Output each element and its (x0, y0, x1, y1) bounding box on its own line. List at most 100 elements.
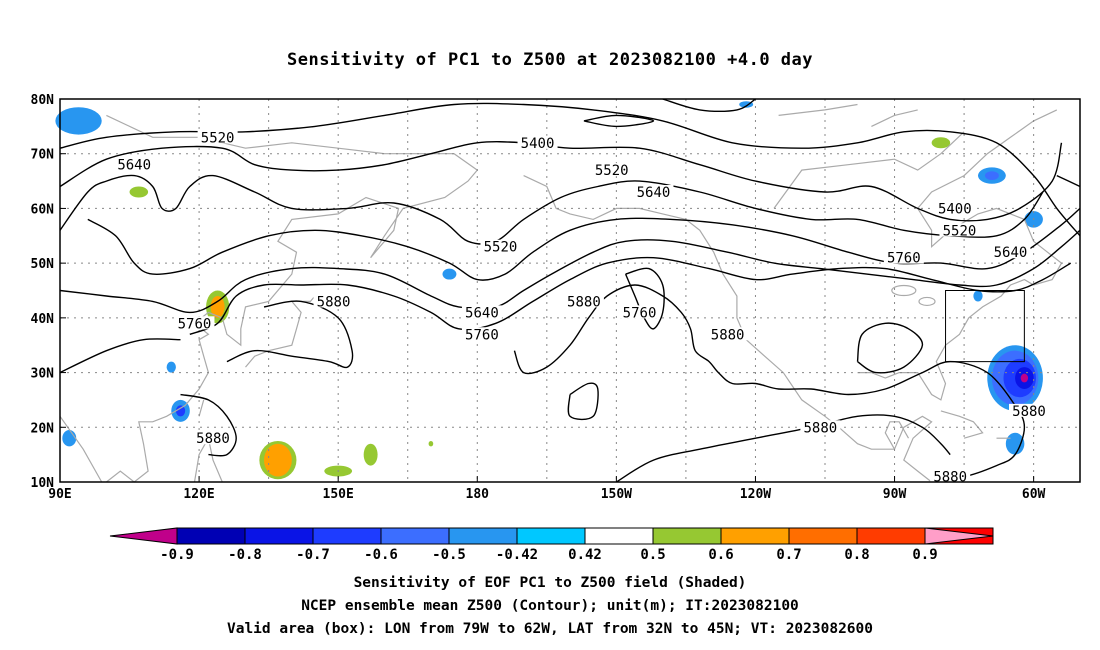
contour-label: 5400 (521, 136, 555, 152)
lon-tick-label: 120E (183, 487, 214, 502)
coastline (857, 109, 1063, 401)
map-frame (59, 98, 1081, 483)
colorbar-label: -0.42 (496, 547, 538, 563)
colorbar-bin (720, 527, 790, 545)
contour-label-bg (480, 239, 521, 253)
coastline (940, 410, 984, 439)
caption-shaded: Sensitivity of EOF PC1 to Z500 field (Sh… (353, 575, 747, 591)
z500-contour-line (624, 267, 665, 330)
lat-tick-label: 50N (31, 257, 55, 272)
colorbar-label: 0.8 (844, 547, 869, 563)
map-title: Sensitivity of PC1 to Z500 at 2023082100… (286, 50, 813, 70)
colorbar-label: 0.9 (912, 547, 937, 563)
contour-label-bg (707, 327, 748, 341)
shaded-area (931, 137, 951, 149)
colorbar-label: 0.6 (708, 547, 733, 563)
colorbar-label: 0.7 (776, 547, 801, 563)
contour-label: 5520 (595, 163, 629, 179)
z500-contour-line (226, 300, 354, 369)
contour-label: 5400 (938, 201, 972, 217)
z500-contour-line (616, 414, 951, 483)
colorbar-label: -0.5 (432, 547, 466, 563)
coastline (773, 131, 965, 209)
colorbar-label: -0.6 (364, 547, 398, 563)
contour-label: 5760 (623, 305, 657, 321)
lat-tick-label: 10N (31, 476, 55, 491)
contour-label-bg (800, 420, 841, 434)
z500-contour-line (583, 114, 655, 128)
lon-tick-label: 120W (740, 487, 771, 502)
shaded-area (442, 268, 457, 280)
contour-label-bg (934, 201, 975, 215)
lat-tick-label: 60N (31, 202, 55, 217)
lon-tick-label: 150W (601, 487, 632, 502)
caption-valid-area: Valid area (box): LON from 79W to 62W, L… (226, 621, 873, 637)
contour-label: 5880 (1012, 404, 1046, 420)
coastline (884, 421, 910, 450)
contour-label: 5520 (943, 223, 977, 239)
coastline (523, 175, 933, 483)
lon-tick-label: 90E (48, 487, 71, 502)
contour-label-bg (930, 469, 971, 483)
contour-label: 5640 (994, 245, 1028, 261)
colorbar-bin (380, 527, 450, 545)
caption-contour: NCEP ensemble mean Z500 (Contour); unit(… (301, 598, 799, 614)
contour-label: 5760 (178, 316, 212, 332)
shaded-area (129, 186, 149, 198)
z500-contours (59, 98, 1081, 483)
z500-contour-line (59, 102, 1081, 237)
contour-label-bg (619, 305, 660, 319)
valid-area-box (945, 290, 1025, 363)
lat-lon-grid (60, 99, 1080, 482)
lat-tick-label: 20N (31, 421, 55, 436)
shaded-area (210, 295, 225, 318)
contour-label-bg (461, 327, 502, 341)
contour-label: 5520 (484, 240, 518, 256)
shaded-area (973, 290, 983, 302)
colorbar-low-arrow (109, 527, 178, 545)
z500-contour-line (856, 322, 924, 374)
lat-tick-label: 40N (31, 312, 55, 327)
colorbar-high-arrow (924, 527, 994, 545)
z500-contour-line (567, 382, 599, 421)
contour-label-bg (174, 316, 215, 330)
sensitivity-map: 5520 5640 5400 5520 5640 5400 5520 5640 5760 5520… (31, 93, 1081, 563)
colorbar-bin (448, 527, 518, 545)
great-lakes (891, 284, 917, 297)
contour-label: 5640 (465, 305, 499, 321)
contour-label: 5640 (117, 158, 151, 174)
contour-label-bg (461, 305, 502, 319)
contour-label: 5880 (711, 327, 745, 343)
z500-contour-line (87, 207, 1081, 281)
colorbar-bin (788, 527, 858, 545)
coastline (106, 114, 479, 483)
sensitivity-shading (55, 101, 1043, 480)
contour-label-bg (197, 130, 238, 144)
z500-contour-line (1056, 174, 1081, 188)
continent-outlines (59, 103, 1063, 483)
z500-contour-line (59, 141, 1063, 222)
contour-label-bg (313, 294, 354, 308)
contour-label-bg (1009, 403, 1049, 417)
coastline (871, 109, 918, 127)
shaded-area (175, 405, 186, 417)
coastline (245, 295, 316, 368)
lon-tick-label: 150E (323, 487, 354, 502)
contour-label-bg (114, 157, 155, 171)
lon-tick-label: 180 (466, 487, 490, 502)
coastline (778, 103, 858, 116)
great-lakes (918, 296, 936, 307)
colorbar-bin (584, 527, 654, 545)
coastline (198, 399, 205, 417)
lon-tick-label: 60W (1022, 487, 1046, 502)
colorbar-label: 0.42 (568, 547, 602, 563)
colorbar-bin (516, 527, 586, 545)
colorbar-bin (176, 527, 246, 545)
colorbar-label: -0.7 (296, 547, 330, 563)
contour-label-bg (939, 223, 980, 237)
coastline (59, 415, 103, 483)
colorbar-label: -0.8 (228, 547, 262, 563)
contour-label-bg (883, 250, 924, 264)
lon-tick-label: 90W (883, 487, 907, 502)
lat-tick-label: 80N (31, 93, 55, 108)
